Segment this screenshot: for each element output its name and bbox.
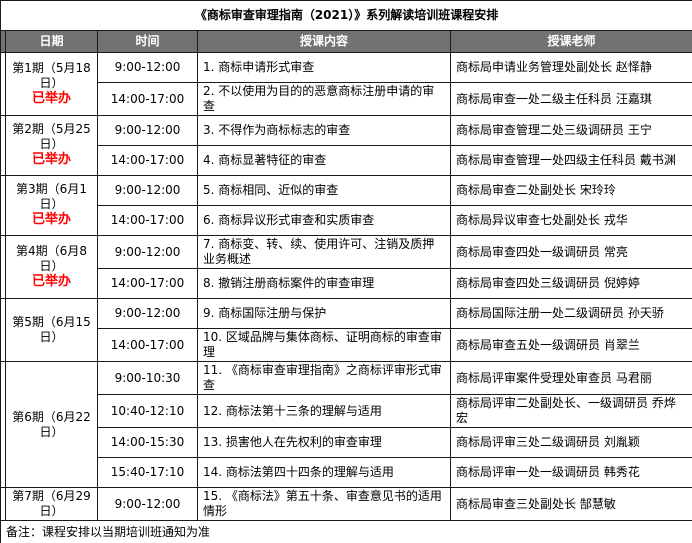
period-date: 第2期（5月25日） [12, 122, 91, 152]
date-cell: 第5期（6月15日） [5, 298, 98, 362]
teacher-cell: 商标局国际注册一处二级调研员 孙天骄 [449, 298, 692, 329]
time-cell: 14:00-17:00 [97, 82, 198, 116]
time-cell: 9:00-12:00 [97, 298, 198, 329]
teacher-cell: 商标局审查一处二级主任科员 汪嘉琪 [449, 82, 692, 116]
table-row: 14:00-17:00 2. 不以使用为目的的恶意商标注册申请的审查 商标局审查一处… [1, 82, 692, 116]
held-status-label: 已举办 [31, 212, 71, 228]
time-cell: 14:00-15:30 [97, 427, 198, 458]
teacher-cell: 商标局审查三处副处长 郜慧敏 [449, 487, 692, 521]
table-row: 第1期（5月18日） 已举办 9:00-12:00 1. 商标申请形式审查 商标局申请业… [0, 52, 692, 116]
content-cell: 11. 《商标审查审理指南》之商标评审形式审查 [197, 361, 451, 395]
date-cell: 第1期（5月18日） 已举办 [5, 52, 98, 116]
table-row: 14:00-17:00 6. 商标异议形式审查和实质审查 商标局异议审查七处副处长 … [1, 205, 692, 236]
time-cell: 9:00-10:30 [97, 361, 198, 395]
time-cell: 9:00-12:00 [97, 235, 198, 269]
table-row: 第6期（6月22日） 9:00-10:30 11. 《商标审查审理指南》之商标评审形… [0, 361, 692, 488]
time-cell: 9:00-12:00 [97, 175, 198, 206]
period-date: 第1期（5月18日） [12, 60, 91, 90]
content-cell: 10. 区域品牌与集体商标、证明商标的审查审理 [197, 328, 451, 362]
column-header-content: 授课内容 [197, 30, 451, 53]
teacher-cell: 商标局评审三处二级调研员 刘胤颖 [449, 427, 692, 458]
period-date: 第6期（6月22日） [12, 409, 91, 439]
time-cell: 9:00-12:00 [97, 487, 198, 521]
period-date: 第5期（6月15日） [12, 315, 91, 344]
content-cell: 14. 商标法第四十四条的理解与适用 [197, 457, 451, 488]
table-row: 15:40-17:10 14. 商标法第四十四条的理解与适用 商标局评审一处一级调研… [1, 457, 692, 488]
period-date: 第3期（6月1日） [16, 182, 87, 212]
teacher-cell: 商标局审查二处副处长 宋玲玲 [449, 175, 692, 206]
content-cell: 8. 撤销注册商标案件的审查审理 [197, 268, 451, 299]
teacher-cell: 商标局评审二处副处长、一级调研员 乔烨宏 [449, 394, 692, 428]
teacher-cell: 商标局审查四处一级调研员 常亮 [449, 235, 692, 269]
held-status-label: 已举办 [31, 152, 71, 168]
time-cell: 10:40-12:10 [97, 394, 198, 428]
time-cell: 14:00-17:00 [97, 205, 198, 236]
column-header-date: 日期 [5, 30, 98, 53]
column-header-time: 时间 [97, 30, 198, 53]
date-cell: 第3期（6月1日） 已举办 [5, 175, 98, 236]
content-cell: 2. 不以使用为目的的恶意商标注册申请的审查 [197, 82, 451, 116]
table-row: 14:00-15:30 13. 损害他人在先权利的审查审理 商标局评审三处二级调研员… [1, 427, 692, 458]
teacher-cell: 商标局申请业务管理处副处长 赵怿静 [449, 52, 692, 83]
date-cell: 第7期（6月29日） [5, 487, 98, 521]
note-text: 备注：课程安排以当期培训班通知为准 [0, 520, 692, 543]
teacher-cell: 商标局审查五处一级调研员 肖翠兰 [449, 328, 692, 362]
content-cell: 5. 商标相同、近似的审查 [197, 175, 451, 206]
page-title: 《商标审查审理指南（2021）》系列解读培训班课程安排 [0, 0, 692, 31]
teacher-cell: 商标局审查四处三级调研员 倪婷婷 [449, 268, 692, 299]
table-row: 14:00-17:00 10. 区域品牌与集体商标、证明商标的审查审理 商标局审查五… [1, 328, 692, 362]
period-date: 第7期（6月29日） [12, 489, 91, 518]
time-cell: 9:00-12:00 [97, 115, 198, 146]
time-cell: 9:00-12:00 [97, 52, 198, 83]
teacher-cell: 商标局审查管理二处三级调研员 王宁 [449, 115, 692, 146]
table-row: 14:00-17:00 8. 撤销注册商标案件的审查审理 商标局审查四处三级调研员 … [1, 268, 692, 299]
teacher-cell: 商标局评审一处一级调研员 韩秀花 [449, 457, 692, 488]
content-cell: 12. 商标法第十三条的理解与适用 [197, 394, 451, 428]
content-cell: 13. 损害他人在先权利的审查审理 [197, 427, 451, 458]
time-cell: 14:00-17:00 [97, 268, 198, 299]
teacher-cell: 商标局异议审查七处副处长 戎华 [449, 205, 692, 236]
date-cell: 第2期（5月25日） 已举办 [5, 115, 98, 176]
table-row: 10:40-12:10 12. 商标法第十三条的理解与适用 商标局评审二处副处长、一… [1, 394, 692, 428]
content-cell: 4. 商标显著特征的审查 [197, 145, 451, 176]
table-row: 第5期（6月15日） 9:00-12:00 9. 商标国际注册与保护 商标局国际注册一… [0, 298, 692, 362]
content-cell: 7. 商标变、转、续、使用许可、注销及质押业务概述 [197, 235, 451, 269]
table-row: 第7期（6月29日） 9:00-12:00 15. 《商标法》第五十条、审查意见书的… [0, 487, 692, 521]
held-status-label: 已举办 [31, 90, 71, 106]
held-status-label: 已举办 [31, 273, 71, 289]
date-cell: 第6期（6月22日） [5, 361, 98, 488]
content-cell: 3. 不得作为商标标志的审查 [197, 115, 451, 146]
date-cell: 第4期（6月8日） 已举办 [5, 235, 98, 299]
schedule-body: 第1期（5月18日） 已举办 9:00-12:00 1. 商标申请形式审查 商标局申请业… [0, 52, 692, 521]
table-row: 第3期（6月1日） 已举办 9:00-12:00 5. 商标相同、近似的审查 商标局审查… [0, 175, 692, 236]
title-row: 《商标审查审理指南（2021）》系列解读培训班课程安排 [0, 0, 692, 31]
table-row: 第4期（6月8日） 已举办 9:00-12:00 7. 商标变、转、续、使用许可、注销… [0, 235, 692, 299]
teacher-cell: 商标局审查管理一处四级主任科员 戴书渊 [449, 145, 692, 176]
header-row: 日期 时间 授课内容 授课老师 [0, 30, 692, 53]
content-cell: 6. 商标异议形式审查和实质审查 [197, 205, 451, 236]
content-cell: 15. 《商标法》第五十条、审查意见书的适用情形 [197, 487, 451, 521]
column-header-teacher: 授课老师 [449, 30, 692, 53]
time-cell: 14:00-17:00 [97, 145, 198, 176]
content-cell: 1. 商标申请形式审查 [197, 52, 451, 83]
time-cell: 15:40-17:10 [97, 457, 198, 488]
teacher-cell: 商标局评审案件受理处审查员 马君丽 [449, 361, 692, 395]
time-cell: 14:00-17:00 [97, 328, 198, 362]
table-row: 第2期（5月25日） 已举办 9:00-12:00 3. 不得作为商标标志的审查 商标局… [0, 115, 692, 176]
period-date: 第4期（6月8日） [16, 243, 87, 273]
table-row: 14:00-17:00 4. 商标显著特征的审查 商标局审查管理一处四级主任科员 戴… [1, 145, 692, 176]
note-row: 备注：课程安排以当期培训班通知为准 [0, 520, 692, 543]
content-cell: 9. 商标国际注册与保护 [197, 298, 451, 329]
